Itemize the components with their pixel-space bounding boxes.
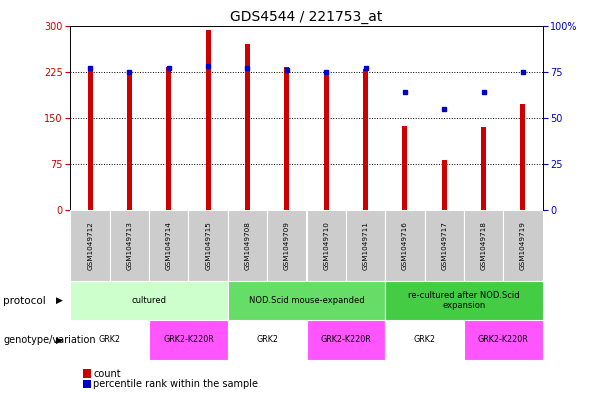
- Bar: [464, 210, 503, 281]
- Text: GSM1049713: GSM1049713: [126, 221, 132, 270]
- Bar: [149, 210, 189, 281]
- Text: GSM1049711: GSM1049711: [362, 221, 368, 270]
- Bar: [324, 75, 329, 210]
- Text: percentile rank within the sample: percentile rank within the sample: [93, 379, 258, 389]
- Bar: [503, 210, 543, 281]
- Text: GRK2: GRK2: [414, 336, 435, 344]
- Text: count: count: [93, 369, 121, 379]
- Bar: [520, 105, 525, 210]
- Bar: [167, 67, 171, 210]
- Text: GSM1049717: GSM1049717: [441, 221, 447, 270]
- Text: GSM1049719: GSM1049719: [520, 221, 526, 270]
- Bar: [306, 320, 385, 360]
- Bar: [228, 320, 306, 360]
- Text: NOD.Scid mouse-expanded: NOD.Scid mouse-expanded: [249, 296, 364, 305]
- Bar: [228, 210, 267, 281]
- Text: protocol: protocol: [3, 296, 46, 306]
- Bar: [442, 160, 446, 210]
- Bar: [306, 210, 346, 281]
- Bar: [88, 70, 93, 210]
- Text: GSM1049715: GSM1049715: [205, 221, 211, 270]
- Bar: [149, 320, 228, 360]
- Bar: [284, 67, 289, 210]
- Text: GSM1049709: GSM1049709: [284, 221, 290, 270]
- Bar: [363, 69, 368, 210]
- Bar: [424, 210, 464, 281]
- Bar: [70, 281, 228, 320]
- Bar: [70, 320, 149, 360]
- Text: ▶: ▶: [56, 336, 63, 344]
- Bar: [70, 210, 110, 281]
- Text: GSM1049708: GSM1049708: [245, 221, 251, 270]
- Text: GSM1049718: GSM1049718: [481, 221, 487, 270]
- Text: ▶: ▶: [56, 296, 63, 305]
- Text: GSM1049710: GSM1049710: [323, 221, 329, 270]
- Text: GRK2-K220R: GRK2-K220R: [478, 336, 528, 344]
- Text: GDS4544 / 221753_at: GDS4544 / 221753_at: [230, 10, 383, 24]
- Text: GRK2-K220R: GRK2-K220R: [321, 336, 371, 344]
- Bar: [385, 210, 424, 281]
- Text: GSM1049712: GSM1049712: [87, 221, 93, 270]
- Text: GRK2: GRK2: [99, 336, 121, 344]
- Bar: [110, 210, 149, 281]
- Bar: [385, 320, 464, 360]
- Bar: [245, 44, 250, 210]
- Bar: [189, 210, 228, 281]
- Text: cultured: cultured: [132, 296, 167, 305]
- Text: re-cultured after NOD.Scid
expansion: re-cultured after NOD.Scid expansion: [408, 291, 520, 310]
- Bar: [228, 281, 385, 320]
- Text: genotype/variation: genotype/variation: [3, 335, 96, 345]
- Bar: [464, 320, 543, 360]
- Bar: [267, 210, 306, 281]
- Bar: [346, 210, 385, 281]
- Text: GSM1049714: GSM1049714: [166, 221, 172, 270]
- Text: GSM1049716: GSM1049716: [402, 221, 408, 270]
- Text: GRK2-K220R: GRK2-K220R: [163, 336, 214, 344]
- Bar: [403, 126, 407, 210]
- Text: GRK2: GRK2: [256, 336, 278, 344]
- Bar: [385, 281, 543, 320]
- Bar: [127, 75, 132, 210]
- Bar: [206, 31, 210, 210]
- Bar: [481, 127, 486, 210]
